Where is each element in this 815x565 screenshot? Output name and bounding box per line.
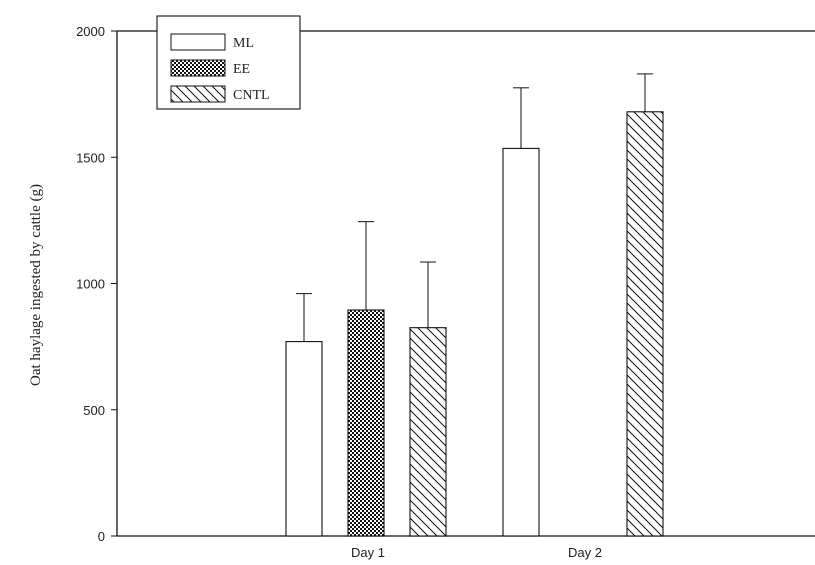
y-tick-label: 1500 — [76, 150, 105, 165]
x-tick-label: Day 2 — [568, 545, 602, 560]
y-tick-label: 0 — [98, 529, 105, 544]
y-tick-label: 1000 — [76, 277, 105, 292]
bar-ml-day-2 — [502, 147, 540, 537]
x-tick-label: Day 1 — [351, 545, 385, 560]
bar-ee-day-1 — [347, 309, 385, 537]
y-tick-label: 500 — [83, 403, 105, 418]
legend-swatch-ml — [170, 33, 226, 51]
legend-label-cntl: CNTL — [233, 88, 270, 103]
legend-swatch-ee — [170, 59, 226, 77]
y-tick-label: 2000 — [76, 24, 105, 39]
bar-ml-day-1 — [285, 341, 323, 537]
bar-cntl-day-2 — [626, 111, 664, 537]
legend-label-ml: ML — [233, 36, 254, 51]
legend-label-ee: EE — [233, 62, 250, 77]
bar-cntl-day-1 — [409, 327, 447, 537]
legend: ML EE CNTL — [156, 15, 301, 110]
y-axis-label: Oat haylage ingested by cattle (g) — [28, 184, 44, 386]
legend-swatch-cntl — [170, 85, 226, 103]
